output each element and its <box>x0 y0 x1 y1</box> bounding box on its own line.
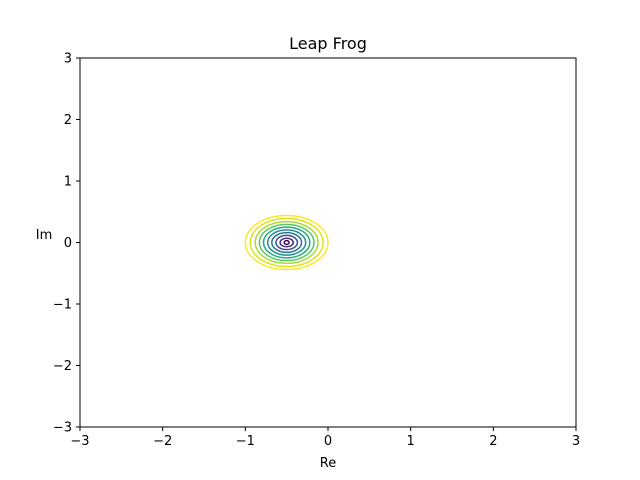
contour-lines <box>244 214 329 271</box>
contour-level-7 <box>254 220 319 265</box>
contour-level-2 <box>275 234 299 251</box>
contour-level-8 <box>249 217 324 268</box>
y-tick-label: 1 <box>64 175 72 190</box>
x-tick-label: −1 <box>236 434 255 449</box>
chart-title: Leap Frog <box>289 34 367 53</box>
y-tick-label: 3 <box>64 52 72 67</box>
x-axis-ticks: −3 −2 −1 0 1 2 3 <box>70 427 580 449</box>
y-axis-label: Im <box>36 228 53 243</box>
y-tick-label: −2 <box>53 359 72 374</box>
contour-level-1 <box>279 237 295 248</box>
contour-level-5 <box>262 226 311 259</box>
x-tick-label: −2 <box>153 434 172 449</box>
y-tick-label: −3 <box>53 421 72 436</box>
y-tick-label: −1 <box>53 298 72 313</box>
x-tick-label: 1 <box>407 434 415 449</box>
x-tick-label: 0 <box>324 434 332 449</box>
contour-level-9 <box>244 214 329 271</box>
x-axis-label: Re <box>320 456 336 471</box>
contour-level-4 <box>266 229 307 256</box>
x-tick-label: −3 <box>70 434 89 449</box>
x-tick-label: 2 <box>489 434 497 449</box>
x-tick-label: 3 <box>572 434 580 449</box>
y-axis-ticks: −3 −2 −1 0 1 2 3 <box>53 52 80 436</box>
contour-level-0 <box>283 239 290 246</box>
y-tick-label: 2 <box>64 113 72 128</box>
contour-level-6 <box>258 223 315 262</box>
y-tick-label: 0 <box>64 236 72 251</box>
contour-level-3 <box>271 231 303 254</box>
